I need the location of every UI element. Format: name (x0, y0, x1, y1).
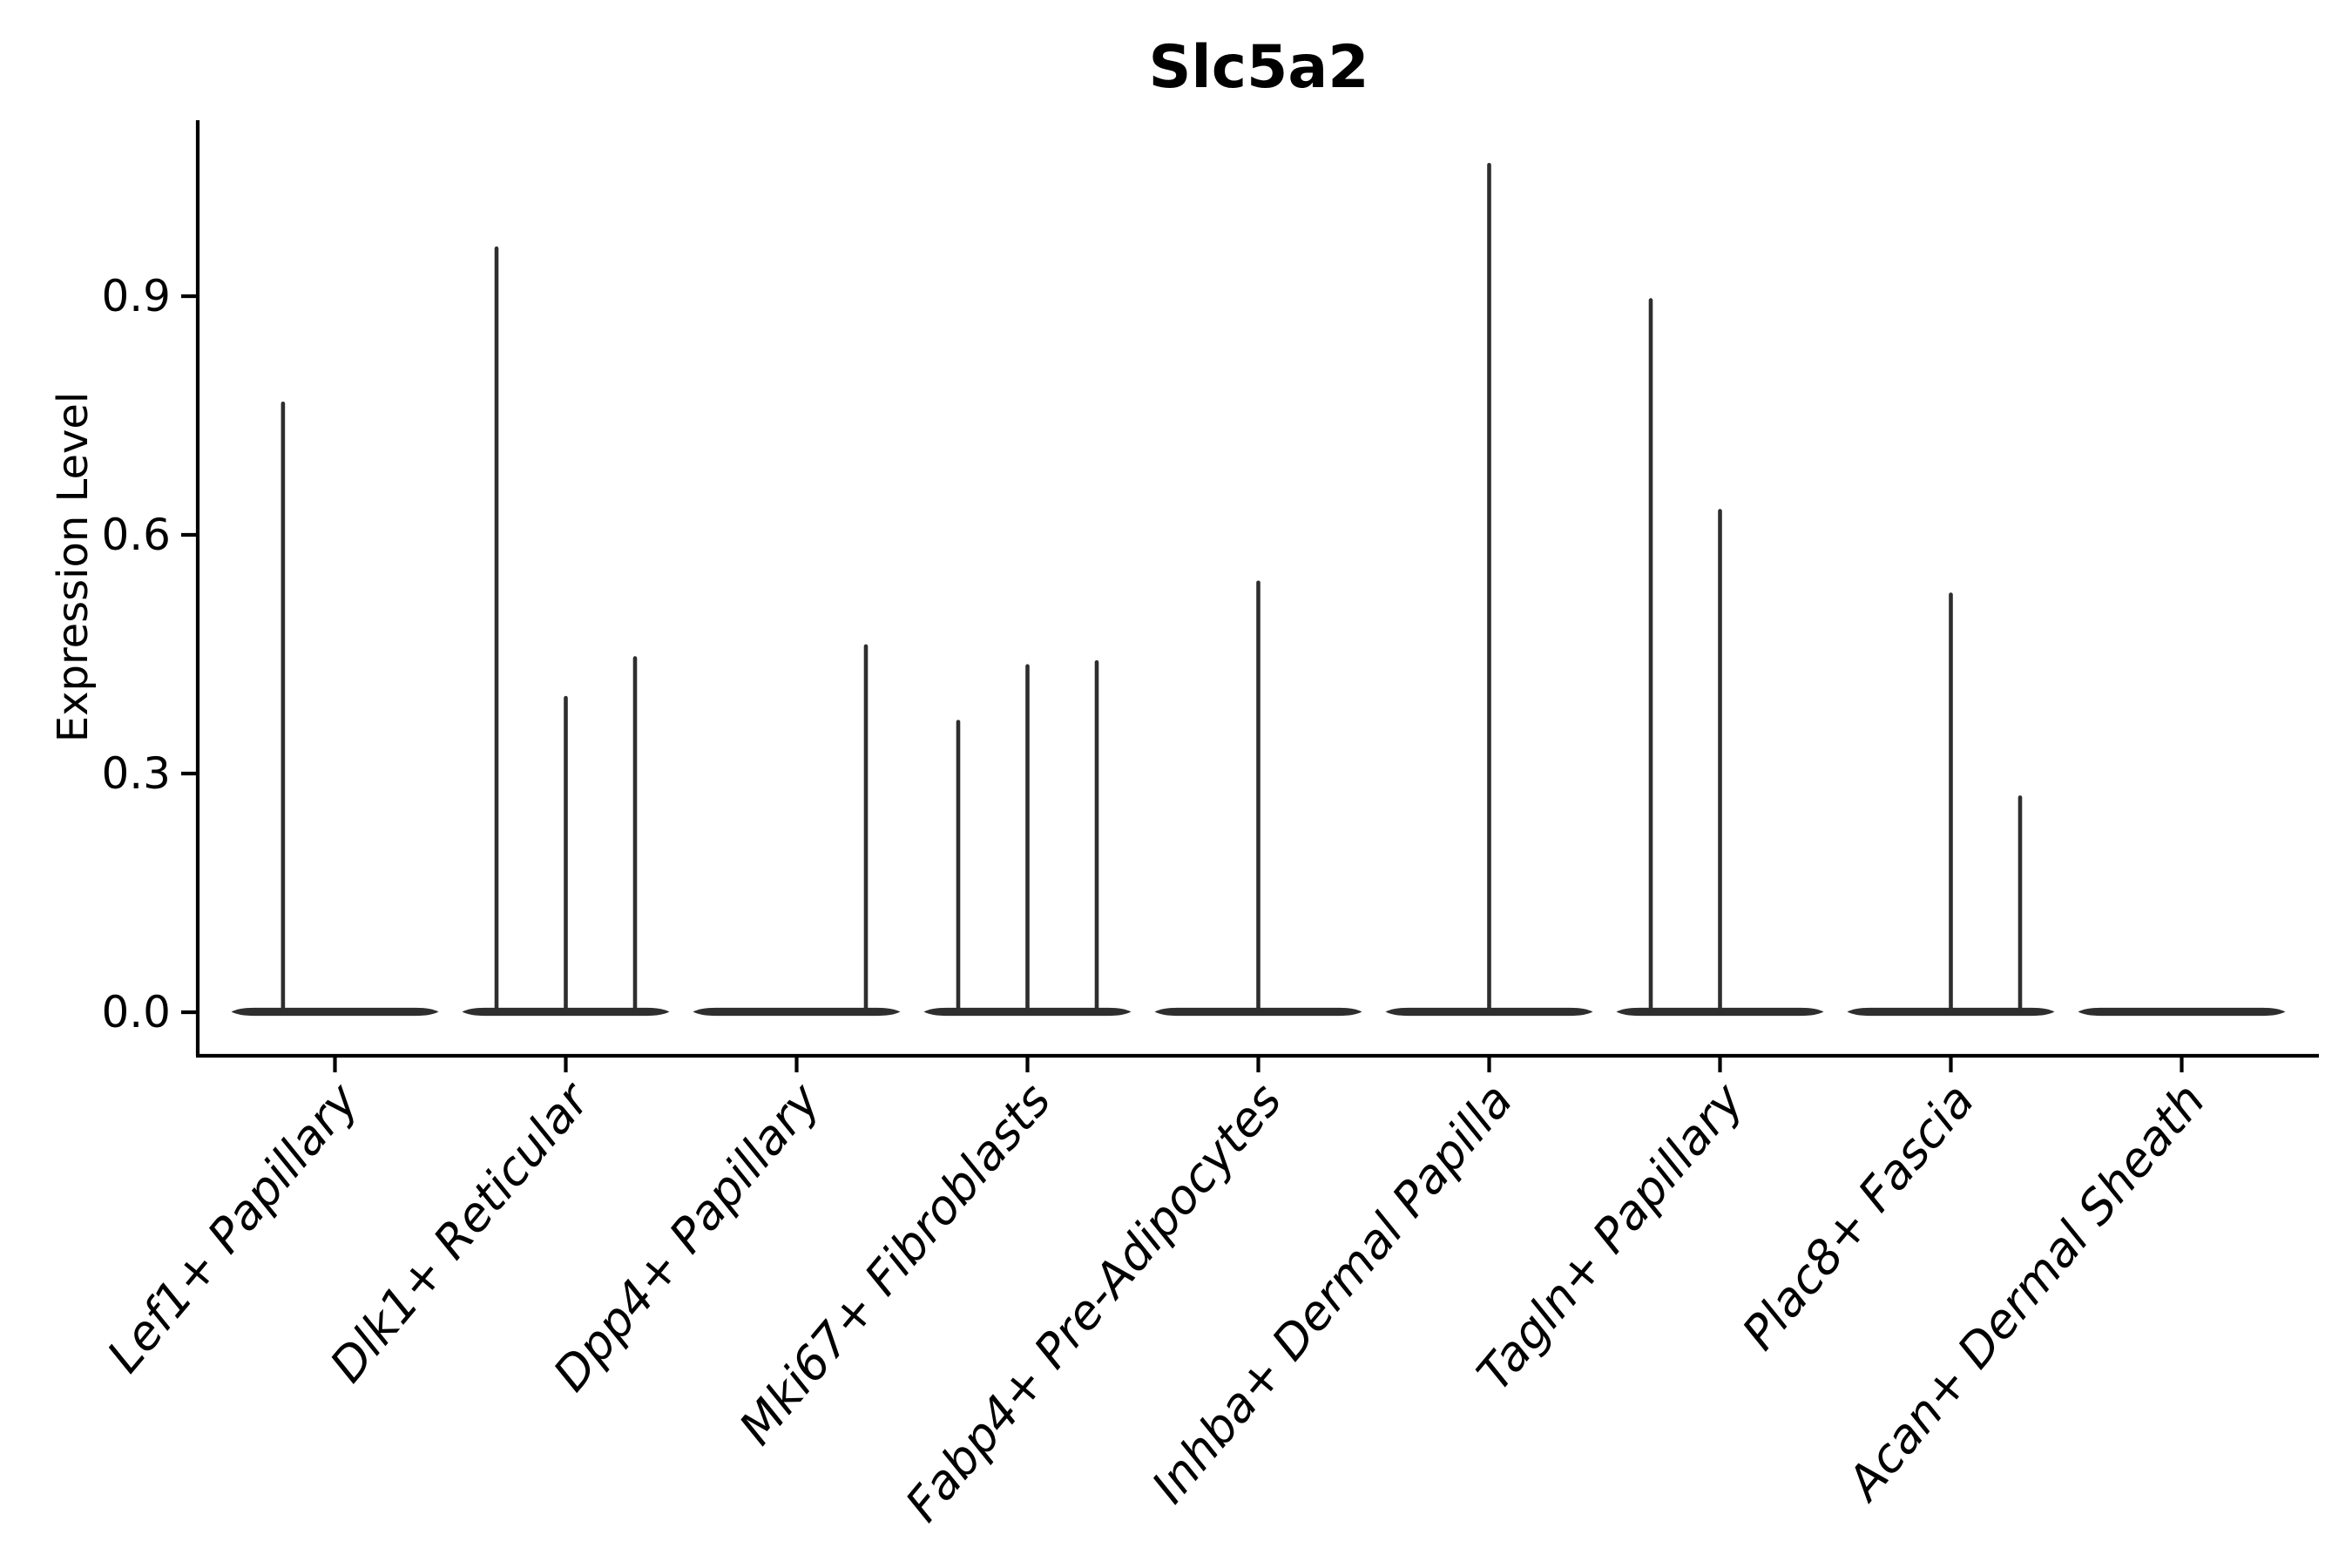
y-tick-label: 0.0 (101, 987, 171, 1037)
violin-base (693, 1007, 901, 1017)
violin-base (231, 1007, 439, 1017)
x-category-label: Fabp4+ Pre-Adipocytes (895, 1073, 1292, 1532)
plot-title: Slc5a2 (1148, 33, 1369, 102)
violin-base (1385, 1007, 1593, 1017)
violin-base (1154, 1007, 1362, 1017)
x-category-label: Dlk1+ Reticular (320, 1071, 602, 1393)
y-tick-label: 0.3 (101, 748, 171, 799)
violin-base (1847, 1007, 2055, 1017)
violin-base (462, 1007, 670, 1017)
violin-base (923, 1007, 1132, 1017)
x-category-label: Lef1+ Papillary (97, 1072, 369, 1382)
x-category-label: Plac8+ Fascia (1732, 1073, 1985, 1360)
y-tick-label: 0.9 (101, 271, 171, 321)
violin-base (1616, 1007, 1824, 1017)
y-tick-label: 0.6 (101, 510, 171, 560)
violin-base (2078, 1007, 2286, 1017)
